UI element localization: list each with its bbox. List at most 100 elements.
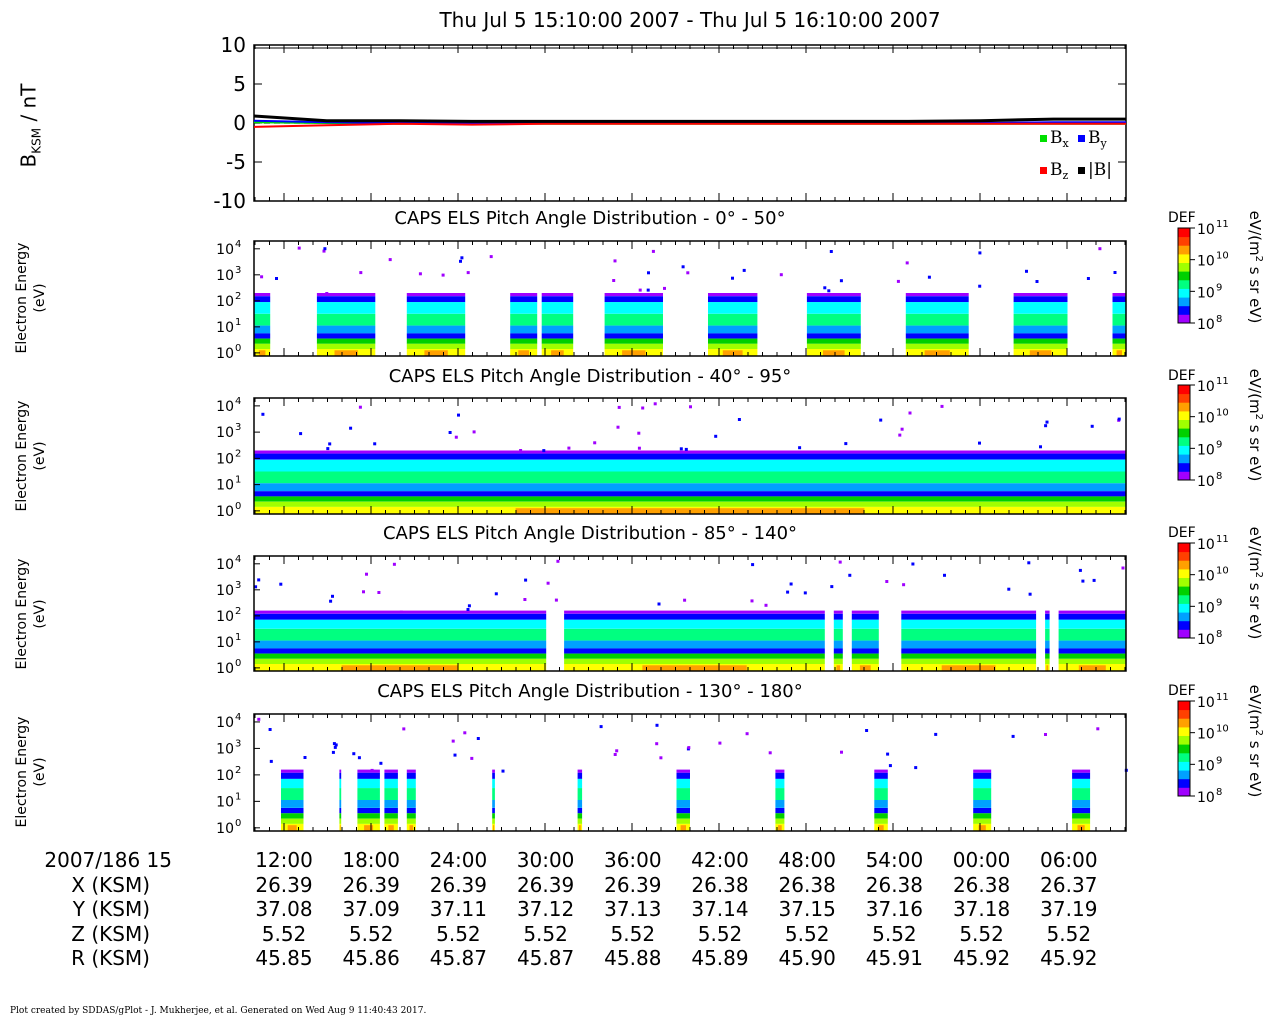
colorbar-tick-label: 10 bbox=[1197, 758, 1215, 774]
spectrogram-band bbox=[1058, 658, 1126, 664]
spectrogram-band bbox=[492, 808, 495, 814]
legend-label-3: |B| bbox=[1088, 160, 1112, 180]
spectrogram-speckle bbox=[898, 433, 902, 437]
spectrogram-band bbox=[541, 338, 574, 344]
spectrogram-hot-patch bbox=[493, 825, 495, 831]
spectrogram-band bbox=[708, 302, 758, 314]
spectrogram-band bbox=[708, 296, 758, 303]
spectrogram-speckle bbox=[714, 434, 718, 438]
colorbar-segment bbox=[1178, 761, 1190, 771]
ephemeris-row-label: R (KSM) bbox=[71, 946, 150, 970]
spectrogram-band bbox=[905, 313, 969, 326]
spectrogram-band bbox=[676, 813, 690, 819]
spectrogram-band bbox=[851, 628, 879, 641]
spectrogram-band bbox=[833, 640, 843, 649]
spectrogram-band bbox=[339, 808, 342, 814]
spectrogram-band bbox=[708, 313, 758, 326]
ephemeris-row: Z (KSM) 5.52 5.52 5.52 5.52 5.52 5.52 5.52 5.52 5… bbox=[0, 922, 1200, 946]
ephemeris-cell: 54:00 bbox=[865, 848, 924, 872]
spectrogram-speckle bbox=[731, 276, 734, 280]
spectrogram-speckle bbox=[750, 599, 754, 603]
spectrogram-band bbox=[901, 628, 1037, 641]
spectrogram-speckle bbox=[657, 602, 661, 606]
spectrogram-speckle bbox=[297, 246, 301, 250]
spectrogram-band bbox=[541, 313, 574, 326]
spectrogram-band bbox=[281, 788, 304, 800]
spectrogram-band bbox=[281, 818, 304, 824]
ephemeris-cell: 45.86 bbox=[342, 946, 400, 970]
spectrogram-speckle bbox=[453, 753, 457, 757]
bfield-series-magBmag bbox=[253, 114, 1126, 123]
ephemeris-cell: 37.13 bbox=[604, 897, 662, 921]
spectrogram-speckle bbox=[686, 271, 690, 275]
spectrogram-speckle bbox=[879, 418, 883, 422]
colorbar-segment bbox=[1178, 419, 1190, 429]
spectrogram-band bbox=[1072, 778, 1091, 789]
colorbar-segment bbox=[1178, 612, 1190, 622]
spectrogram-band bbox=[806, 325, 861, 334]
spectrogram-speckle bbox=[914, 766, 918, 770]
spectrogram-speckle bbox=[830, 585, 834, 589]
ephemeris-cell: 5.52 bbox=[959, 921, 1004, 946]
colorbar-tick-exp: 8 bbox=[1216, 787, 1222, 798]
colorbar-segment bbox=[1178, 770, 1190, 780]
spectrogram-speckle bbox=[599, 725, 603, 729]
spectrogram-speckle bbox=[1045, 420, 1049, 424]
spectrogram-band bbox=[973, 788, 992, 800]
spectrogram-ytick-label: 10 bbox=[216, 609, 234, 625]
spectrogram-band bbox=[833, 658, 843, 664]
spectrogram-speckle bbox=[260, 275, 264, 279]
spectrogram-band bbox=[1058, 628, 1126, 641]
spectrogram-speckle bbox=[279, 582, 283, 586]
ephemeris-cell: 26.37 bbox=[1040, 872, 1098, 897]
spectrogram-band bbox=[676, 788, 690, 800]
spectrogram-band bbox=[1058, 653, 1126, 659]
ephemeris-cell: 45.85 bbox=[255, 946, 313, 970]
spectrogram-band bbox=[577, 778, 583, 789]
spectrogram-band bbox=[851, 610, 879, 614]
spectrogram-band bbox=[901, 619, 1037, 629]
spectrogram-speckle bbox=[896, 279, 900, 283]
spectrogram-speckle bbox=[334, 743, 338, 747]
colorbar-segment bbox=[1178, 297, 1190, 307]
spectrogram-band bbox=[492, 788, 495, 800]
spectrogram-speckle bbox=[332, 742, 336, 746]
colorbar-tick-exp: 11 bbox=[1216, 219, 1229, 230]
spectrogram-hot-patch bbox=[409, 825, 414, 831]
spectrogram-speckle bbox=[357, 756, 361, 760]
colorbar-tick-label: 10 bbox=[1197, 285, 1215, 301]
spectrogram-band bbox=[604, 313, 663, 326]
spectrogram-speckle bbox=[325, 292, 329, 295]
spectrogram-ytick-exp: 2 bbox=[235, 291, 241, 302]
spectrogram-band bbox=[1112, 293, 1126, 297]
spectrogram-speckle bbox=[823, 286, 827, 290]
spectrogram-ytick-exp: 4 bbox=[235, 554, 241, 565]
colorbar-segment bbox=[1178, 726, 1190, 736]
spectrogram-band bbox=[905, 333, 969, 339]
colorbar-segment bbox=[1178, 471, 1190, 481]
spectrogram-speckle bbox=[613, 753, 617, 756]
spectrogram-ytick-exp: 4 bbox=[235, 239, 241, 250]
spectrogram-hot-patch bbox=[287, 825, 297, 831]
spectrogram-speckle bbox=[617, 405, 621, 409]
spectrogram-band bbox=[1112, 302, 1126, 314]
spectrogram-band bbox=[384, 818, 398, 824]
spectrogram-speckle bbox=[638, 288, 642, 292]
spectrogram-band bbox=[1045, 658, 1050, 664]
spectrogram-speckle bbox=[1044, 424, 1048, 428]
spectrogram-band bbox=[1112, 338, 1126, 344]
ephemeris-cell: 26.39 bbox=[429, 872, 488, 897]
spectrogram-band bbox=[254, 653, 547, 659]
spectrogram-ytick-exp: 2 bbox=[235, 606, 241, 617]
spectrogram-hot-patch bbox=[1116, 350, 1122, 356]
ephemeris-cell: 26.38 bbox=[865, 872, 924, 897]
spectrogram-speckle bbox=[402, 727, 406, 731]
spectrogram-band bbox=[1045, 619, 1050, 629]
colorbar-tick-label: 10 bbox=[1197, 254, 1215, 270]
spectrogram-band bbox=[1045, 610, 1050, 614]
spectrogram-speckle bbox=[911, 562, 915, 566]
spectrogram-ytick-label: 10 bbox=[216, 821, 234, 837]
spectrogram-band bbox=[604, 293, 663, 297]
spectrogram-band bbox=[316, 296, 376, 303]
spectrogram-speckle bbox=[365, 572, 368, 576]
